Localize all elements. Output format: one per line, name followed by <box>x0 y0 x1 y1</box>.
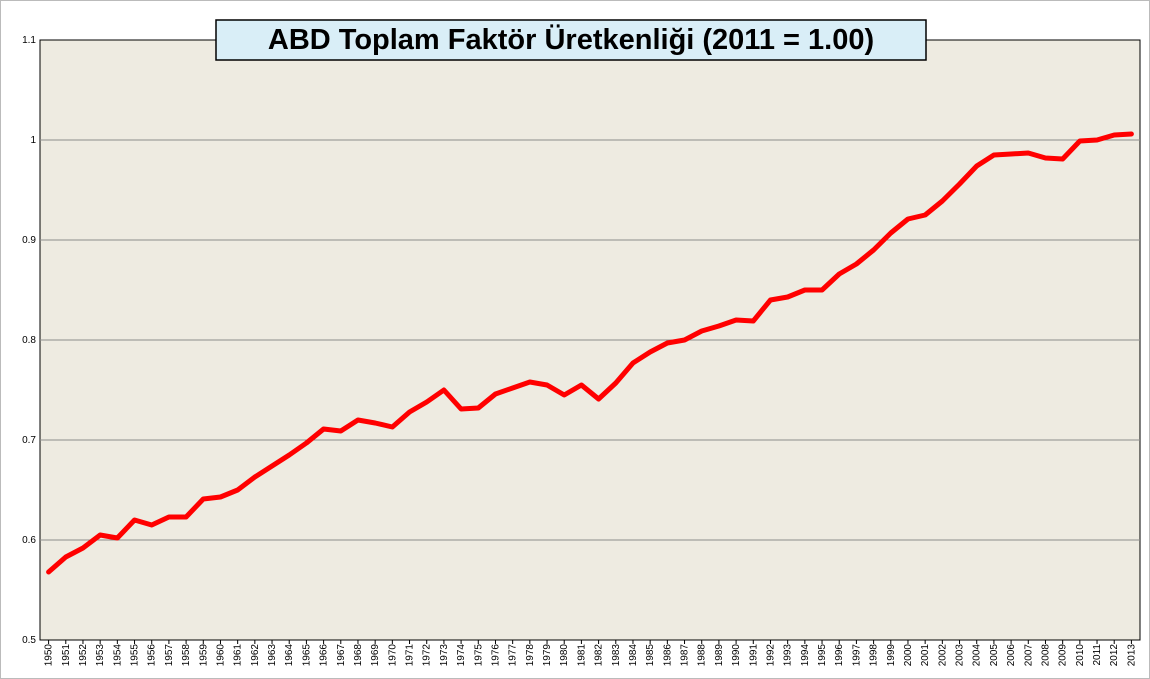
x-tick-label: 2005 <box>989 644 1000 667</box>
x-tick-label: 1971 <box>405 644 416 667</box>
x-tick-label: 1973 <box>439 644 450 667</box>
x-tick-label: 2010 <box>1075 644 1086 667</box>
x-tick-label: 1965 <box>301 644 312 667</box>
x-tick-label: 1951 <box>61 644 72 667</box>
y-tick-label: 0.5 <box>22 635 36 646</box>
x-tick-label: 1975 <box>473 644 484 667</box>
x-tick-label: 1969 <box>370 644 381 667</box>
x-tick-label: 2001 <box>920 644 931 667</box>
x-tick-label: 2009 <box>1058 644 1069 667</box>
title-box <box>215 19 927 61</box>
x-tick-label: 1952 <box>78 644 89 667</box>
x-tick-label: 1979 <box>542 644 553 667</box>
x-tick-label: 1991 <box>748 644 759 667</box>
x-tick-label: 1982 <box>594 644 605 667</box>
x-tick-label: 1960 <box>215 644 226 667</box>
y-tick-label: 1 <box>30 135 36 146</box>
x-tick-label: 1980 <box>559 644 570 667</box>
x-tick-label: 1984 <box>628 644 639 667</box>
x-tick-label: 1999 <box>886 644 897 667</box>
x-tick-label: 1992 <box>765 644 776 667</box>
line <box>46 131 1134 575</box>
x-tick-label: 1988 <box>697 644 708 667</box>
x-tick-label: 1985 <box>645 644 656 667</box>
x-tick-label: 1956 <box>147 644 158 667</box>
x-tick-label: 1959 <box>198 644 209 667</box>
x-tick-label: 1978 <box>525 644 536 667</box>
x-tick-label: 2006 <box>1006 644 1017 667</box>
y-tick-label: 1.1 <box>22 35 36 46</box>
x-tick-label: 1997 <box>851 644 862 667</box>
x-tick-label: 2002 <box>937 644 948 667</box>
x-tick-label: 1974 <box>456 644 467 667</box>
x-tick-label: 1993 <box>783 644 794 667</box>
x-tick-label: 2011 <box>1092 644 1103 666</box>
x-tick-label: 1972 <box>422 644 433 667</box>
x-tick-label: 1977 <box>508 644 519 667</box>
x-tick-label: 1981 <box>576 644 587 667</box>
x-tick-label: 1964 <box>284 644 295 667</box>
x-tick-label: 1962 <box>250 644 261 667</box>
x-tick-label: 1990 <box>731 644 742 667</box>
y-tick-label: 0.6 <box>22 535 36 546</box>
x-tick-label: 1950 <box>44 644 55 667</box>
x-tick-label: 1961 <box>233 644 244 667</box>
x-tick-label: 1983 <box>611 644 622 667</box>
y-tick-label: 0.9 <box>22 235 36 246</box>
x-tick-label: 1989 <box>714 644 725 667</box>
x-tick-label: 1963 <box>267 644 278 667</box>
x-tick-label: 1953 <box>95 644 106 667</box>
x-tick-label: 1976 <box>490 644 501 667</box>
x-tick-label: 1967 <box>336 644 347 667</box>
y-tick-label: 0.8 <box>22 335 36 346</box>
x-tick-label: 1957 <box>164 644 175 667</box>
x-tick-label: 1994 <box>800 644 811 667</box>
x-tick-label: 1970 <box>387 644 398 667</box>
x-tick-label: 1968 <box>353 644 364 667</box>
x-tick-label: 1996 <box>834 644 845 667</box>
x-tick-label: 1987 <box>680 644 691 667</box>
x-tick-label: 2012 <box>1109 644 1120 667</box>
x-tick-label: 2000 <box>903 644 914 667</box>
y-tick-label: 0.7 <box>22 435 36 446</box>
x-tick-label: 2008 <box>1040 644 1051 667</box>
chart-title: ABD Toplam Faktör Üretkenliği (2011 = 1.… <box>268 23 874 56</box>
x-tick-label: 1955 <box>130 644 141 667</box>
x-tick-label: 1995 <box>817 644 828 667</box>
x-tick-label: 2003 <box>955 644 966 667</box>
x-tick-label: 2013 <box>1126 644 1137 667</box>
x-tick-label: 2007 <box>1023 644 1034 667</box>
x-tick-label: 1966 <box>319 644 330 667</box>
x-tick-label: 1986 <box>662 644 673 667</box>
x-tick-label: 1954 <box>112 644 123 667</box>
x-tick-label: 2004 <box>972 644 983 667</box>
x-tick-label: 1998 <box>869 644 880 667</box>
x-tick-label: 1958 <box>181 644 192 667</box>
